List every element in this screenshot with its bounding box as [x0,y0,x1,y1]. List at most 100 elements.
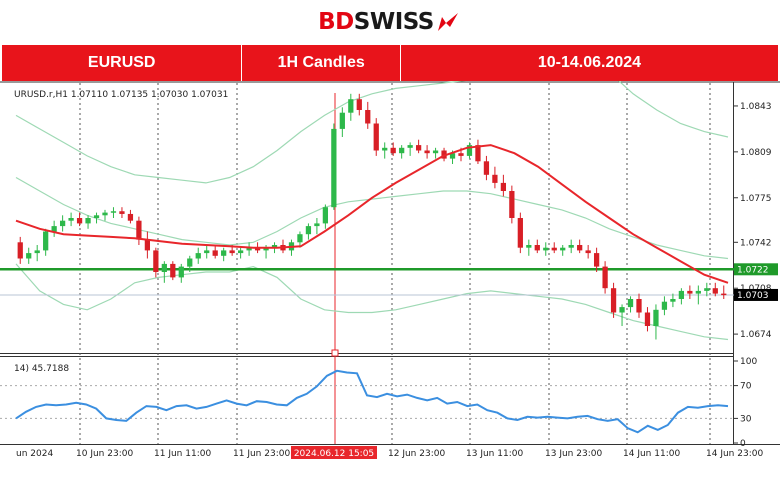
price-tag-label: 1.0722 [737,265,769,275]
time-label: 12 Jun 23:00 [388,449,445,459]
candle-body [670,299,676,302]
candle-body [34,250,40,254]
time-label: 13 Jun 23:00 [545,449,602,459]
time-label-highlight: 2024.06.12 15:05 [294,449,374,459]
time-label-highlight-bg [291,446,377,459]
price-tag-label: 1.0703 [737,291,769,301]
lower-band-line [15,263,729,341]
candle-body [144,239,151,251]
candle-body [373,123,379,151]
candle-body [178,266,184,278]
rsi-tick-label: 30 [740,414,752,424]
candle-body [441,150,447,159]
candle-body [653,309,659,326]
price-tick-label: 1.0674 [740,330,772,340]
candle-body [170,263,176,278]
candle-body [593,253,600,267]
candle-body [119,211,125,214]
candle-body [68,218,74,221]
candle-body [526,245,532,248]
candle-body [543,247,549,251]
candle-body [26,253,32,259]
candle-body [263,247,269,251]
candle-body [85,218,91,224]
candle-body [271,245,278,248]
candle-body [322,207,329,224]
brand-arrow-icon [437,13,458,31]
time-label: 13 Jun 11:00 [466,449,523,459]
candle-body [237,250,244,254]
candle-body [246,247,252,251]
candle-body [43,231,49,251]
moving-average-line [15,144,729,284]
candle-body [712,288,718,294]
candlesticks [17,93,727,340]
candle-body [704,288,710,291]
brand-prefix: BD [318,9,354,35]
rsi-label: 14) 45.7188 [14,364,69,374]
moving-average [15,144,729,284]
candle-body [475,145,481,162]
candle-body [254,247,261,251]
candle-body [110,211,117,213]
candle-body [356,99,362,110]
rsi-indicator [0,369,734,434]
bollinger-bands [15,81,729,341]
candle-body [348,99,354,113]
header-dates: 10-14.06.2024 [537,54,642,71]
candle-body [153,250,159,272]
candle-body [339,112,345,129]
header-pair: EURUSD [2,45,243,81]
time-label: un 2024 [16,449,53,459]
candle-body [500,182,507,191]
candle-body [551,247,557,251]
candle-body [229,250,235,254]
candle-body [187,258,193,267]
candle-body [102,212,108,216]
candle-body [568,245,574,248]
candle-body [458,153,464,156]
price-tick-label: 1.0843 [740,102,772,112]
price-tag-bg [734,263,778,276]
candle-body [76,218,83,224]
price-tick-label: 1.0809 [740,148,772,158]
price-tick-label: 1.0775 [740,194,772,204]
rsi-tick-label: 100 [740,357,757,367]
chart-header-bar: EURUSD 1H Candles 10-14.06.2024 [2,45,778,81]
candle-body [610,288,617,313]
candle-body [161,263,167,272]
candle-body [602,266,608,289]
brand-logo: BDSWISS [0,0,780,44]
rsi-tick-label: 0 [740,439,746,449]
candle-body [59,220,66,227]
symbol-info: URUSD.r,H1 1.07110 1.07135 1.07030 1.070… [14,90,228,100]
rsi-tick-label: 70 [740,382,752,392]
brand-name: SWISS [353,9,435,35]
candle-body [449,153,456,159]
candle-body [517,218,523,248]
time-label: 14 Jun 23:00 [706,449,763,459]
candle-body [127,213,134,221]
candle-body [577,245,583,251]
candle-body [221,250,227,256]
candle-body [492,174,498,183]
candle-body [17,242,23,259]
candle-body [721,293,727,296]
candle-body [432,150,439,154]
candle-body [93,215,100,218]
price-axis: 1.08431.08091.07751.07421.07081.06741.07… [734,102,778,340]
candle-body [661,301,668,310]
price-tick-label: 1.0742 [740,238,772,248]
candle-body [51,226,57,232]
candle-body [399,147,405,154]
event-marker-dot [331,349,339,357]
upper-band-line [15,81,729,184]
candle-body [687,290,693,294]
candle-body [695,290,701,294]
candle-body [424,150,430,154]
candle-body [466,145,473,156]
candle-body [619,307,625,313]
time-label: 11 Jun 11:00 [154,449,211,459]
candle-body [534,245,540,251]
candle-body [136,220,142,240]
